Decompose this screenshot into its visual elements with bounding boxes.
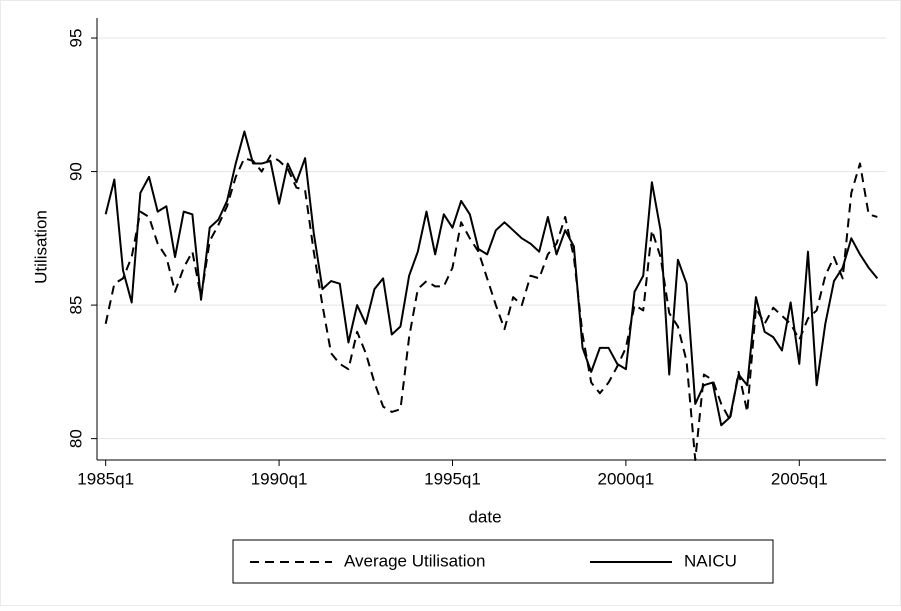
x-tick-label: 2005q1: [771, 469, 828, 488]
legend-label: NAICU: [684, 551, 737, 570]
y-tick-label: 90: [66, 162, 85, 181]
series-line: [104, 130, 879, 427]
x-tick-label: 1990q1: [251, 469, 308, 488]
y-axis-label: Utilisation: [31, 210, 50, 284]
y-tick-label: 80: [66, 429, 85, 448]
legend-box: [232, 539, 774, 584]
x-axis-label: date: [468, 507, 501, 526]
series-line: [104, 154, 878, 461]
y-tick-label: 95: [66, 29, 85, 48]
legend-label: Average Utilisation: [344, 551, 485, 570]
x-tick-label: 1995q1: [424, 469, 481, 488]
x-tick-label: 2000q1: [598, 469, 655, 488]
x-tick-label: 1985q1: [77, 469, 134, 488]
y-tick-label: 85: [66, 296, 85, 315]
